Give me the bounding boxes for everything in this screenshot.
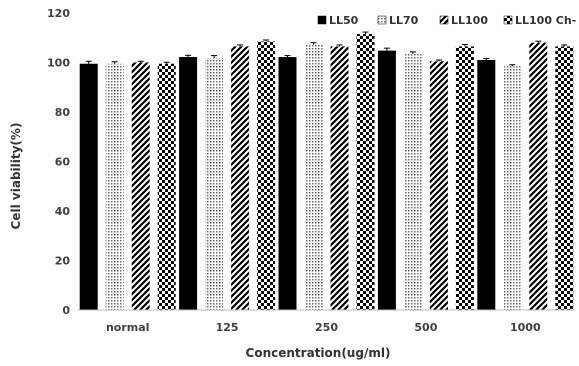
legend-swatch <box>377 15 387 25</box>
legend-label: LL50 <box>329 14 359 27</box>
error-bar <box>111 61 118 64</box>
y-tick-label: 120 <box>47 7 70 20</box>
bar-ll100-ch--0 <box>157 63 176 310</box>
bar-ll100-ch--3 <box>455 46 474 310</box>
error-bar <box>284 55 291 58</box>
error-bar <box>137 60 144 63</box>
bar-ll50-1 <box>179 57 198 311</box>
bar-ll100-ch--2 <box>356 34 375 310</box>
error-bar <box>310 42 317 45</box>
x-tick-label: normal <box>106 321 149 334</box>
bar-ll100-1 <box>231 46 250 310</box>
error-bar <box>211 55 218 59</box>
error-bar <box>85 60 92 64</box>
x-tick-label: 1000 <box>510 321 541 334</box>
x-tick-label: 250 <box>315 321 338 334</box>
y-tick-label: 60 <box>55 156 71 169</box>
x-axis-ticks: normal 125 250 500 1000 <box>106 321 541 334</box>
bar-ll50-2 <box>278 57 297 311</box>
error-bar <box>409 51 416 54</box>
error-bar <box>163 61 170 64</box>
y-tick-label: 80 <box>55 106 71 119</box>
error-bar <box>561 44 568 47</box>
error-bar <box>336 44 343 47</box>
error-bar <box>237 44 244 47</box>
error-bar <box>263 39 270 42</box>
bars-group <box>79 31 574 311</box>
bar-ll70-3 <box>403 53 422 311</box>
x-tick-label: 125 <box>216 321 239 334</box>
legend-label: LL100 <box>451 14 488 27</box>
error-bar <box>383 47 390 51</box>
bar-ll50-3 <box>377 50 396 311</box>
bar-ll100-ch--1 <box>257 41 276 311</box>
error-bar <box>535 40 542 43</box>
bar-ll100-0 <box>131 62 150 310</box>
y-tick-label: 0 <box>62 304 70 317</box>
legend-label: LL70 <box>389 14 419 27</box>
y-tick-label: 20 <box>55 255 71 268</box>
legend-swatch <box>317 15 327 25</box>
legend: LL50 LL70 LL100 LL100 Ch- <box>317 14 576 27</box>
bar-ll100-4 <box>529 42 548 310</box>
error-bar <box>461 43 468 47</box>
legend-label: LL100 Ch- <box>515 14 576 27</box>
bar-ll100-3 <box>429 61 448 311</box>
x-axis-title: Concentration(ug/ml) <box>246 346 391 360</box>
bar-ll50-4 <box>477 60 496 311</box>
y-axis-title: Cell viability(%) <box>9 123 23 230</box>
error-bar <box>509 64 516 67</box>
legend-swatch <box>503 15 513 25</box>
error-bar <box>362 31 369 35</box>
legend-swatch <box>439 15 449 25</box>
bar-ll70-2 <box>304 44 323 311</box>
y-tick-label: 40 <box>55 205 71 218</box>
bar-ll70-4 <box>503 66 522 311</box>
error-bar <box>435 59 442 62</box>
bar-ll70-0 <box>105 63 124 310</box>
error-bar <box>483 58 490 61</box>
bar-ll100-ch--4 <box>555 46 574 310</box>
bar-ll50-0 <box>79 63 98 310</box>
y-axis-ticks: 0 20 40 60 80 100 120 <box>47 7 70 317</box>
y-tick-label: 100 <box>47 57 70 70</box>
bar-ll100-2 <box>330 46 349 310</box>
x-tick-label: 500 <box>414 321 437 334</box>
error-bar <box>185 54 192 58</box>
bar-ll70-1 <box>205 58 224 310</box>
